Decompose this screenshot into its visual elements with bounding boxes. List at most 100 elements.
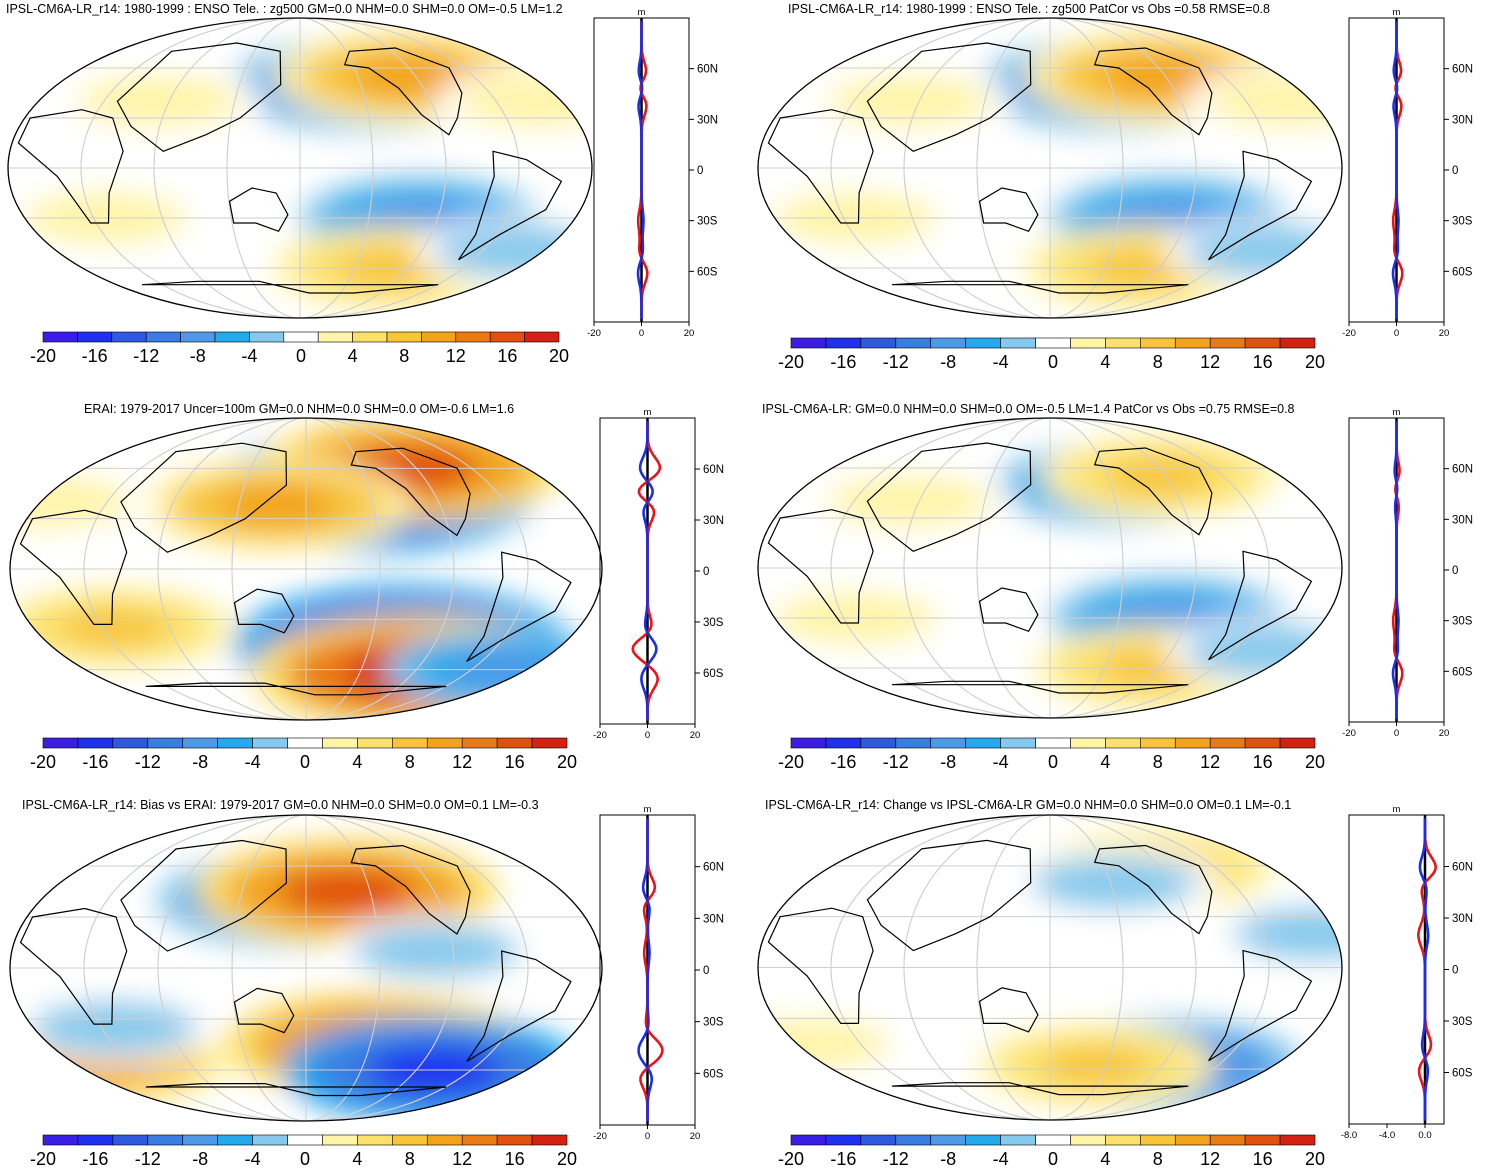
colorbar-label: -20 — [30, 1149, 56, 1169]
continent-outline — [1093, 844, 1213, 935]
zonal-unit: m — [1393, 407, 1401, 418]
colorbar-label: 8 — [399, 346, 409, 366]
meridian-line — [830, 815, 1270, 1120]
anomaly-core — [1044, 1047, 1150, 1085]
zonal-x-label: 20 — [1439, 728, 1450, 739]
colorbar: -20 -16 -12 -8 -4 0 4 8 12 16 20 — [778, 1134, 1325, 1169]
colorbar-box — [790, 737, 827, 749]
zonal-x-label: -20 — [1342, 328, 1356, 339]
panel-1: IPSL-CM6A-LR_r14: 1980-1999 : ENSO Tele.… — [6, 2, 718, 366]
colorbar-label: 0 — [300, 1149, 310, 1169]
zonal-unit: m — [1393, 7, 1401, 18]
anomaly-core — [761, 1027, 853, 1060]
colorbar-label: -12 — [883, 1149, 909, 1169]
colorbar-label: -4 — [993, 352, 1009, 372]
colorbar-label: 20 — [557, 752, 577, 772]
map-field — [8, 18, 592, 318]
meridian-line — [976, 815, 1124, 1120]
colorbar-box — [217, 1134, 253, 1146]
colorbar-box — [111, 331, 147, 343]
lat-label: 30S — [1452, 1016, 1473, 1028]
zonal-x-label: 20 — [684, 328, 695, 339]
colorbar-label: 0 — [300, 752, 310, 772]
colorbar-label: 20 — [557, 1149, 577, 1169]
lat-label: 60S — [1452, 666, 1473, 678]
colorbar-box — [386, 331, 422, 343]
colorbar-box — [965, 1134, 1001, 1146]
colorbar-box — [1105, 337, 1141, 349]
lat-label: 60N — [703, 464, 724, 476]
meridian-line — [903, 418, 1197, 718]
colorbar-label: 4 — [348, 346, 358, 366]
colorbar-label: 20 — [549, 346, 569, 366]
anomaly-core — [1223, 635, 1315, 668]
colorbar-label: 8 — [1153, 352, 1163, 372]
colorbar-box — [1070, 337, 1106, 349]
zonal-x-label: -8.0 — [1341, 1130, 1357, 1141]
continent-outline — [17, 109, 124, 224]
colorbar-box — [249, 331, 285, 343]
continent-outline — [466, 551, 572, 662]
graticule — [758, 815, 1342, 1120]
colorbar-label: -16 — [82, 1149, 108, 1169]
colorbar-box — [112, 737, 149, 749]
lat-label: 60N — [1452, 64, 1473, 76]
lat-label: 60N — [1452, 862, 1473, 874]
zonal-x-label: 0 — [645, 730, 650, 741]
colorbar-box — [42, 1134, 79, 1146]
continent-outline — [343, 47, 463, 136]
colorbar-box — [1000, 337, 1036, 349]
zonal-curve-blue — [1391, 21, 1400, 319]
anomaly-core — [1100, 55, 1220, 98]
zonal-x-label: -20 — [593, 1131, 607, 1142]
colorbar-box — [322, 737, 358, 749]
meridian-line — [976, 18, 1124, 318]
colorbar-label: -12 — [135, 1149, 161, 1169]
lat-label: 30N — [703, 913, 724, 925]
colorbar-box — [1244, 337, 1281, 349]
zonal-mean-plot: m 60N 30N 0 30S 60S -20 0 20 — [1342, 7, 1473, 339]
colorbar: -20 -16 -12 -8 -4 0 4 8 12 16 20 — [30, 1134, 577, 1169]
continent-outline — [19, 907, 128, 1025]
colorbar-label: -4 — [245, 752, 261, 772]
colorbar-label: -8 — [940, 1149, 956, 1169]
graticule — [758, 18, 1342, 318]
map-border — [757, 17, 1343, 319]
lat-label: 0 — [1452, 165, 1458, 177]
colorbar-box — [1140, 1134, 1176, 1146]
colorbar-box — [357, 737, 393, 749]
colorbar-label: -8 — [192, 752, 208, 772]
colorbar-box — [1035, 737, 1071, 749]
colorbar-box — [317, 331, 353, 343]
continent-outline — [767, 907, 874, 1024]
colorbar-label: 12 — [1200, 1149, 1220, 1169]
anomaly-core — [1270, 917, 1342, 950]
panel-title: IPSL-CM6A-LR_r14: 1980-1999 : ENSO Tele.… — [6, 2, 563, 16]
colorbar-box — [461, 737, 498, 749]
lat-label: 0 — [1452, 565, 1458, 577]
colorbar-label: 16 — [497, 346, 517, 366]
anomaly-core — [1223, 235, 1315, 268]
zonal-curve-red — [639, 818, 664, 1122]
colorbar-box — [252, 737, 288, 749]
map-border — [9, 417, 603, 721]
colorbar-label: -12 — [883, 352, 909, 372]
graticule — [10, 418, 602, 720]
colorbar-label: 0 — [296, 346, 306, 366]
colorbar-label: 8 — [405, 752, 415, 772]
coastlines — [767, 839, 1313, 1096]
continent-outline — [978, 987, 1039, 1033]
meridian-line — [153, 18, 447, 318]
colorbar-box — [252, 1134, 288, 1146]
coastlines — [19, 442, 572, 696]
panel-title: IPSL-CM6A-LR_r14: Bias vs ERAI: 1979-201… — [22, 798, 539, 812]
colorbar-label: -20 — [778, 1149, 804, 1169]
panel-3: ERAI: 1979-2017 Uncer=100m GM=0.0 NHM=0.… — [9, 402, 724, 772]
colorbar-box — [790, 337, 827, 349]
continent-outline — [145, 682, 447, 696]
lat-label: 30S — [703, 1017, 724, 1029]
lat-label: 30S — [703, 617, 724, 629]
colorbar-box — [352, 331, 388, 343]
anomaly-core — [10, 486, 96, 518]
continent-outline — [466, 950, 572, 1063]
